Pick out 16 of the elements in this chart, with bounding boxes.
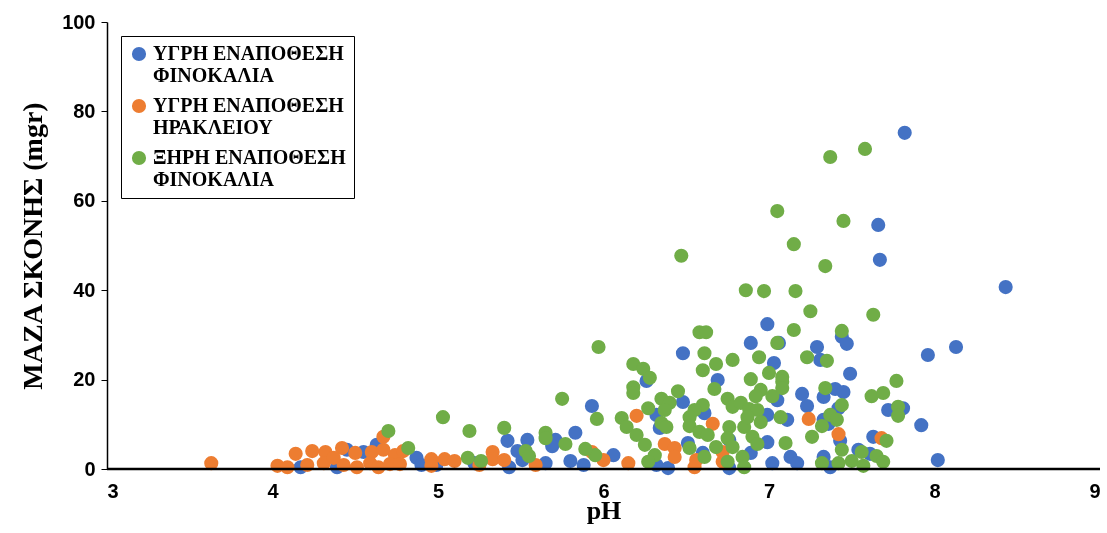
y-tick-label: 0 (84, 457, 96, 480)
x-tick-label: 3 (107, 479, 119, 502)
y-axis-title: ΜΑΖΑ ΣΚΟΝΗΣ (mgr) (17, 102, 49, 390)
y-tick-label: 100 (62, 10, 96, 33)
y-tick-label: 80 (73, 99, 96, 122)
y-tick-label: 40 (73, 278, 96, 301)
x-tick-label: 7 (763, 479, 776, 502)
x-tick-label: 9 (1089, 479, 1101, 502)
legend-label: ΥΓΡΗ ΕΝΑΠΟΘΕΣΗ ΦΙΝΟΚΑΛΙΑ (153, 42, 345, 86)
x-tick-label: 5 (432, 479, 445, 502)
x-tick-label: 8 (929, 479, 941, 502)
y-tick-label: 60 (73, 189, 96, 212)
x-tick-label: 4 (267, 479, 280, 502)
legend-label: ΞΗΡΗ ΕΝΑΠΟΘΕΣΗ ΦΙΝΟΚΑΛΙΑ (153, 146, 347, 190)
legend-label: ΥΓΡΗ ΕΝΑΠΟΘΕΣΗ ΗΡΑΚΛΕΙΟΥ (153, 94, 345, 138)
y-tick-label: 20 (73, 368, 96, 391)
